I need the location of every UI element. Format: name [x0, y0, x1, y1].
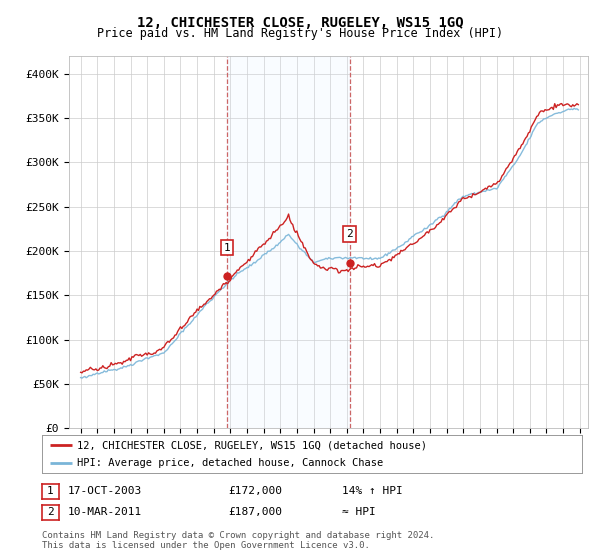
Text: Contains HM Land Registry data © Crown copyright and database right 2024.
This d: Contains HM Land Registry data © Crown c… — [42, 531, 434, 550]
Text: HPI: Average price, detached house, Cannock Chase: HPI: Average price, detached house, Cann… — [77, 458, 383, 468]
Text: ≈ HPI: ≈ HPI — [342, 507, 376, 517]
Bar — [227, 56, 350, 428]
Text: 10-MAR-2011: 10-MAR-2011 — [68, 507, 142, 517]
Text: 1: 1 — [223, 242, 230, 253]
Text: Price paid vs. HM Land Registry's House Price Index (HPI): Price paid vs. HM Land Registry's House … — [97, 27, 503, 40]
Text: £187,000: £187,000 — [228, 507, 282, 517]
Text: 14% ↑ HPI: 14% ↑ HPI — [342, 486, 403, 496]
Text: 12, CHICHESTER CLOSE, RUGELEY, WS15 1GQ: 12, CHICHESTER CLOSE, RUGELEY, WS15 1GQ — [137, 16, 463, 30]
Text: £172,000: £172,000 — [228, 486, 282, 496]
Text: 2: 2 — [47, 507, 54, 517]
Text: 12, CHICHESTER CLOSE, RUGELEY, WS15 1GQ (detached house): 12, CHICHESTER CLOSE, RUGELEY, WS15 1GQ … — [77, 440, 427, 450]
Text: 1: 1 — [47, 486, 54, 496]
Text: 17-OCT-2003: 17-OCT-2003 — [68, 486, 142, 496]
Text: 2: 2 — [346, 229, 353, 239]
